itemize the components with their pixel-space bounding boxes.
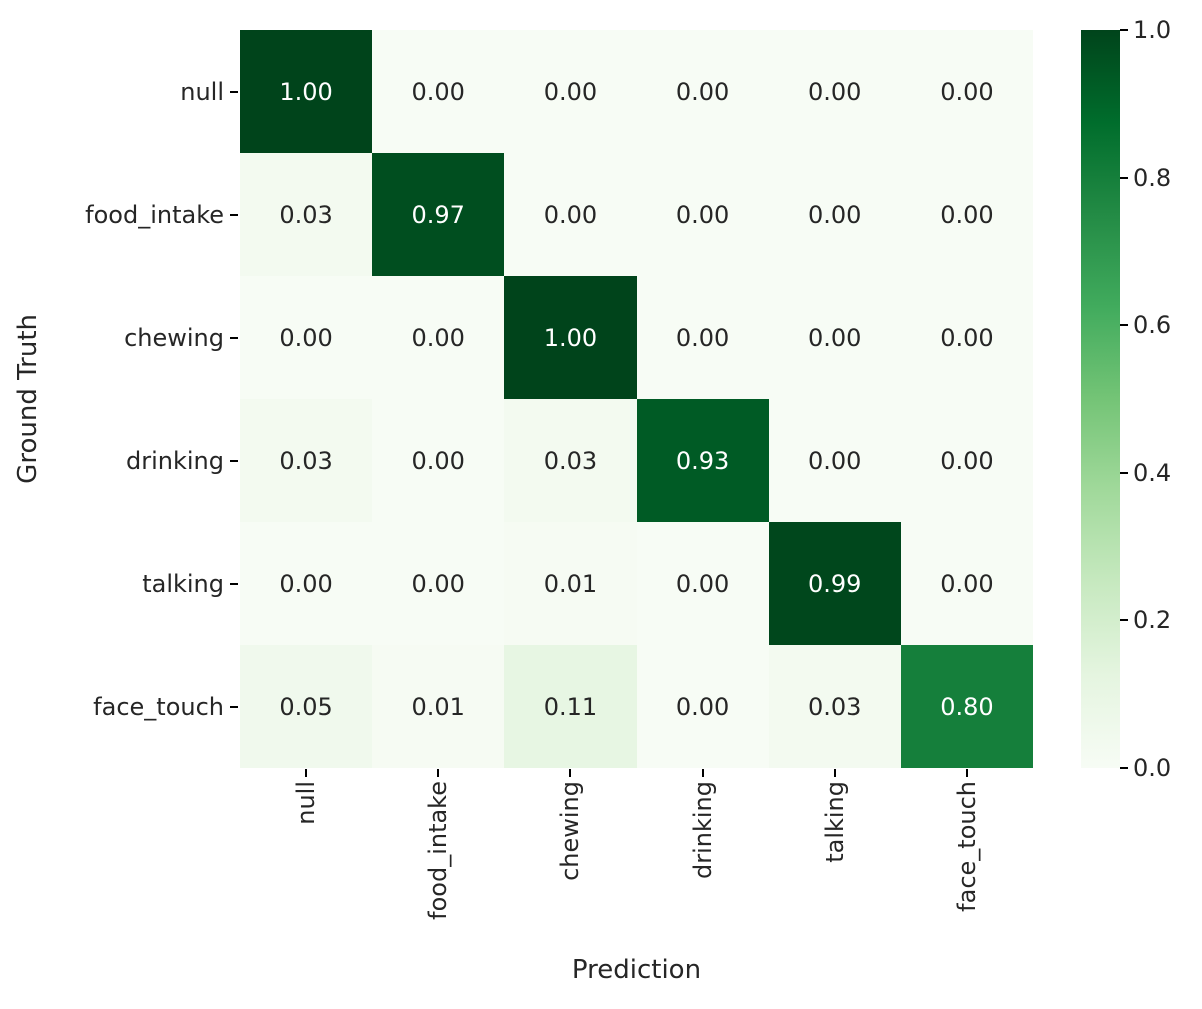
heatmap-cell: 0.00 bbox=[240, 522, 373, 645]
heatmap-grid: 1.00 0.00 0.00 0.00 0.00 0.00 0.03 0.97 0.00 0.00… bbox=[240, 30, 1033, 768]
heatmap-cell: 0.03 bbox=[768, 645, 901, 768]
x-tick-mark bbox=[701, 769, 704, 777]
heatmap-cell: 0.93 bbox=[636, 399, 769, 522]
heatmap-cell: 0.00 bbox=[504, 153, 637, 276]
y-axis-title-box: Ground Truth bbox=[10, 30, 46, 768]
heatmap-cell: 0.01 bbox=[504, 522, 637, 645]
colorbar-tick-mark bbox=[1120, 767, 1128, 769]
y-tick-label: food_intake bbox=[85, 200, 224, 229]
x-tick-label: drinking bbox=[688, 781, 717, 879]
heatmap-cell: 0.00 bbox=[372, 399, 505, 522]
heatmap-cell: 0.00 bbox=[900, 30, 1033, 153]
heatmap-cell: 0.11 bbox=[504, 645, 637, 768]
heatmap-cell: 0.00 bbox=[900, 399, 1033, 522]
heatmap-cell: 0.00 bbox=[900, 153, 1033, 276]
heatmap-cell: 0.00 bbox=[240, 276, 373, 399]
colorbar-tick-mark bbox=[1120, 619, 1128, 622]
y-tick-label: talking bbox=[142, 569, 224, 598]
heatmap-cell: 0.00 bbox=[372, 30, 505, 153]
heatmap-cell: 0.00 bbox=[768, 30, 901, 153]
heatmap-cell: 0.03 bbox=[240, 399, 373, 522]
colorbar-tick-mark bbox=[1120, 29, 1128, 31]
heatmap-cell: 0.00 bbox=[636, 522, 769, 645]
y-tick-mark bbox=[230, 582, 238, 585]
colorbar-tick-mark bbox=[1120, 471, 1128, 474]
heatmap-cell: 0.00 bbox=[768, 153, 901, 276]
x-tick-label-box: null bbox=[289, 781, 323, 961]
heatmap-cell: 0.03 bbox=[504, 399, 637, 522]
y-tick-label: chewing bbox=[124, 323, 224, 352]
heatmap-cell: 0.99 bbox=[768, 522, 901, 645]
colorbar-gradient bbox=[1081, 30, 1120, 768]
heatmap-cell: 1.00 bbox=[240, 30, 373, 153]
colorbar-tick-mark bbox=[1120, 324, 1128, 327]
x-tick-mark bbox=[437, 769, 440, 777]
y-tick-label: null bbox=[180, 77, 224, 106]
colorbar-tick-mark bbox=[1120, 176, 1128, 179]
x-tick-label: chewing bbox=[556, 781, 585, 881]
colorbar-tick-label: 0.0 bbox=[1133, 754, 1172, 782]
y-tick-mark bbox=[230, 336, 238, 339]
y-tick-label: drinking bbox=[126, 446, 224, 475]
heatmap-cell: 0.00 bbox=[636, 645, 769, 768]
x-tick-label-box: talking bbox=[818, 781, 852, 961]
heatmap-cell: 0.00 bbox=[504, 30, 637, 153]
heatmap-cell: 0.00 bbox=[372, 522, 505, 645]
x-tick-mark bbox=[305, 769, 308, 777]
heatmap-cell: 0.01 bbox=[372, 645, 505, 768]
x-tick-label-box: face_touch bbox=[950, 781, 984, 961]
x-tick-label: face_touch bbox=[952, 781, 981, 912]
heatmap-cell: 0.00 bbox=[636, 153, 769, 276]
heatmap-cell: 0.00 bbox=[900, 522, 1033, 645]
heatmap-cell: 0.05 bbox=[240, 645, 373, 768]
y-tick-mark bbox=[230, 213, 238, 216]
heatmap-cell: 0.00 bbox=[768, 399, 901, 522]
heatmap-cell: 1.00 bbox=[504, 276, 637, 399]
heatmap-cell: 0.00 bbox=[372, 276, 505, 399]
y-tick-mark bbox=[230, 459, 238, 462]
heatmap-cell: 0.00 bbox=[900, 276, 1033, 399]
y-tick-label: face_touch bbox=[93, 692, 224, 721]
x-tick-mark bbox=[569, 769, 572, 777]
heatmap-cell: 0.80 bbox=[900, 645, 1033, 768]
colorbar-tick-label: 0.4 bbox=[1133, 458, 1172, 487]
x-tick-label: talking bbox=[820, 781, 849, 863]
y-tick-mark bbox=[230, 705, 238, 708]
x-tick-label-box: food_intake bbox=[421, 781, 455, 961]
x-tick-label: food_intake bbox=[424, 781, 453, 920]
heatmap-cell: 0.03 bbox=[240, 153, 373, 276]
colorbar-tick-label: 0.8 bbox=[1133, 163, 1172, 192]
x-tick-mark bbox=[965, 769, 968, 777]
colorbar-tick-label: 1.0 bbox=[1133, 16, 1172, 44]
x-tick-mark bbox=[833, 769, 836, 777]
heatmap-cell: 0.97 bbox=[372, 153, 505, 276]
y-tick-mark bbox=[230, 90, 238, 93]
x-tick-label: null bbox=[292, 781, 321, 825]
heatmap-cell: 0.00 bbox=[636, 276, 769, 399]
colorbar-tick-label: 0.2 bbox=[1133, 606, 1172, 635]
heatmap-cell: 0.00 bbox=[768, 276, 901, 399]
x-axis-title: Prediction bbox=[571, 955, 702, 985]
x-tick-label-box: drinking bbox=[686, 781, 720, 961]
colorbar-tick-label: 0.6 bbox=[1133, 311, 1172, 340]
heatmap-cell: 0.00 bbox=[636, 30, 769, 153]
x-tick-label-box: chewing bbox=[553, 781, 587, 961]
